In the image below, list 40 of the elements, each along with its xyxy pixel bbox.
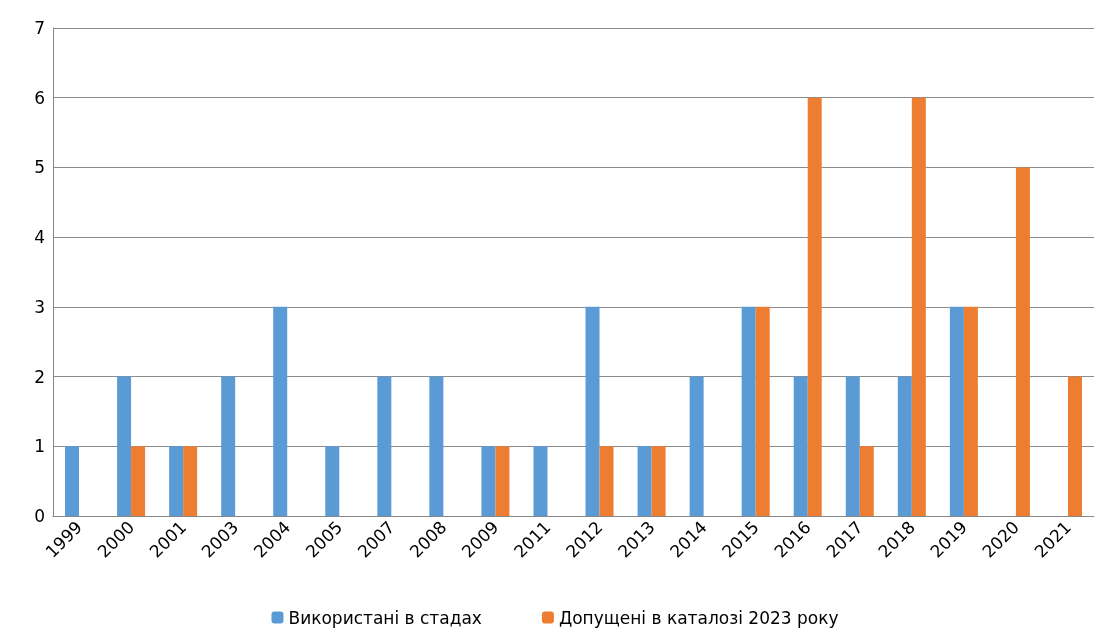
y-tick-label: 4 [34,227,45,248]
bar [131,446,146,516]
bar [273,306,288,516]
bar [183,446,198,516]
bar [481,446,496,516]
bar [793,376,808,516]
bar [1015,167,1030,516]
bar [845,376,860,516]
bar [637,446,652,516]
bar [117,376,132,516]
bar [533,446,548,516]
y-tick-label: 2 [34,366,45,387]
y-tick-label: 7 [34,18,45,38]
bar [911,97,926,516]
bar [221,376,236,516]
bar [689,376,704,516]
bar [651,446,666,516]
bar [495,446,510,516]
bar [807,97,822,516]
bar [169,446,184,516]
bar [585,306,600,516]
bar [755,306,770,516]
bar [325,446,340,516]
bar [429,376,444,516]
y-tick-label: 0 [34,506,45,526]
bar [949,306,964,516]
y-tick-label: 5 [34,157,45,178]
bar [897,376,912,516]
bar [65,446,80,516]
bar [377,376,392,516]
bar [859,446,874,516]
y-tick-label: 3 [34,296,45,317]
bar [963,306,978,516]
y-tick-label: 6 [34,87,45,108]
y-tick-label: 1 [34,436,45,457]
legend-label: Допущені в каталозі 2023 року [558,607,839,628]
bar [1067,376,1082,516]
legend-label: Використані в стадах [288,607,482,628]
bar [599,446,614,516]
bar [741,306,756,516]
